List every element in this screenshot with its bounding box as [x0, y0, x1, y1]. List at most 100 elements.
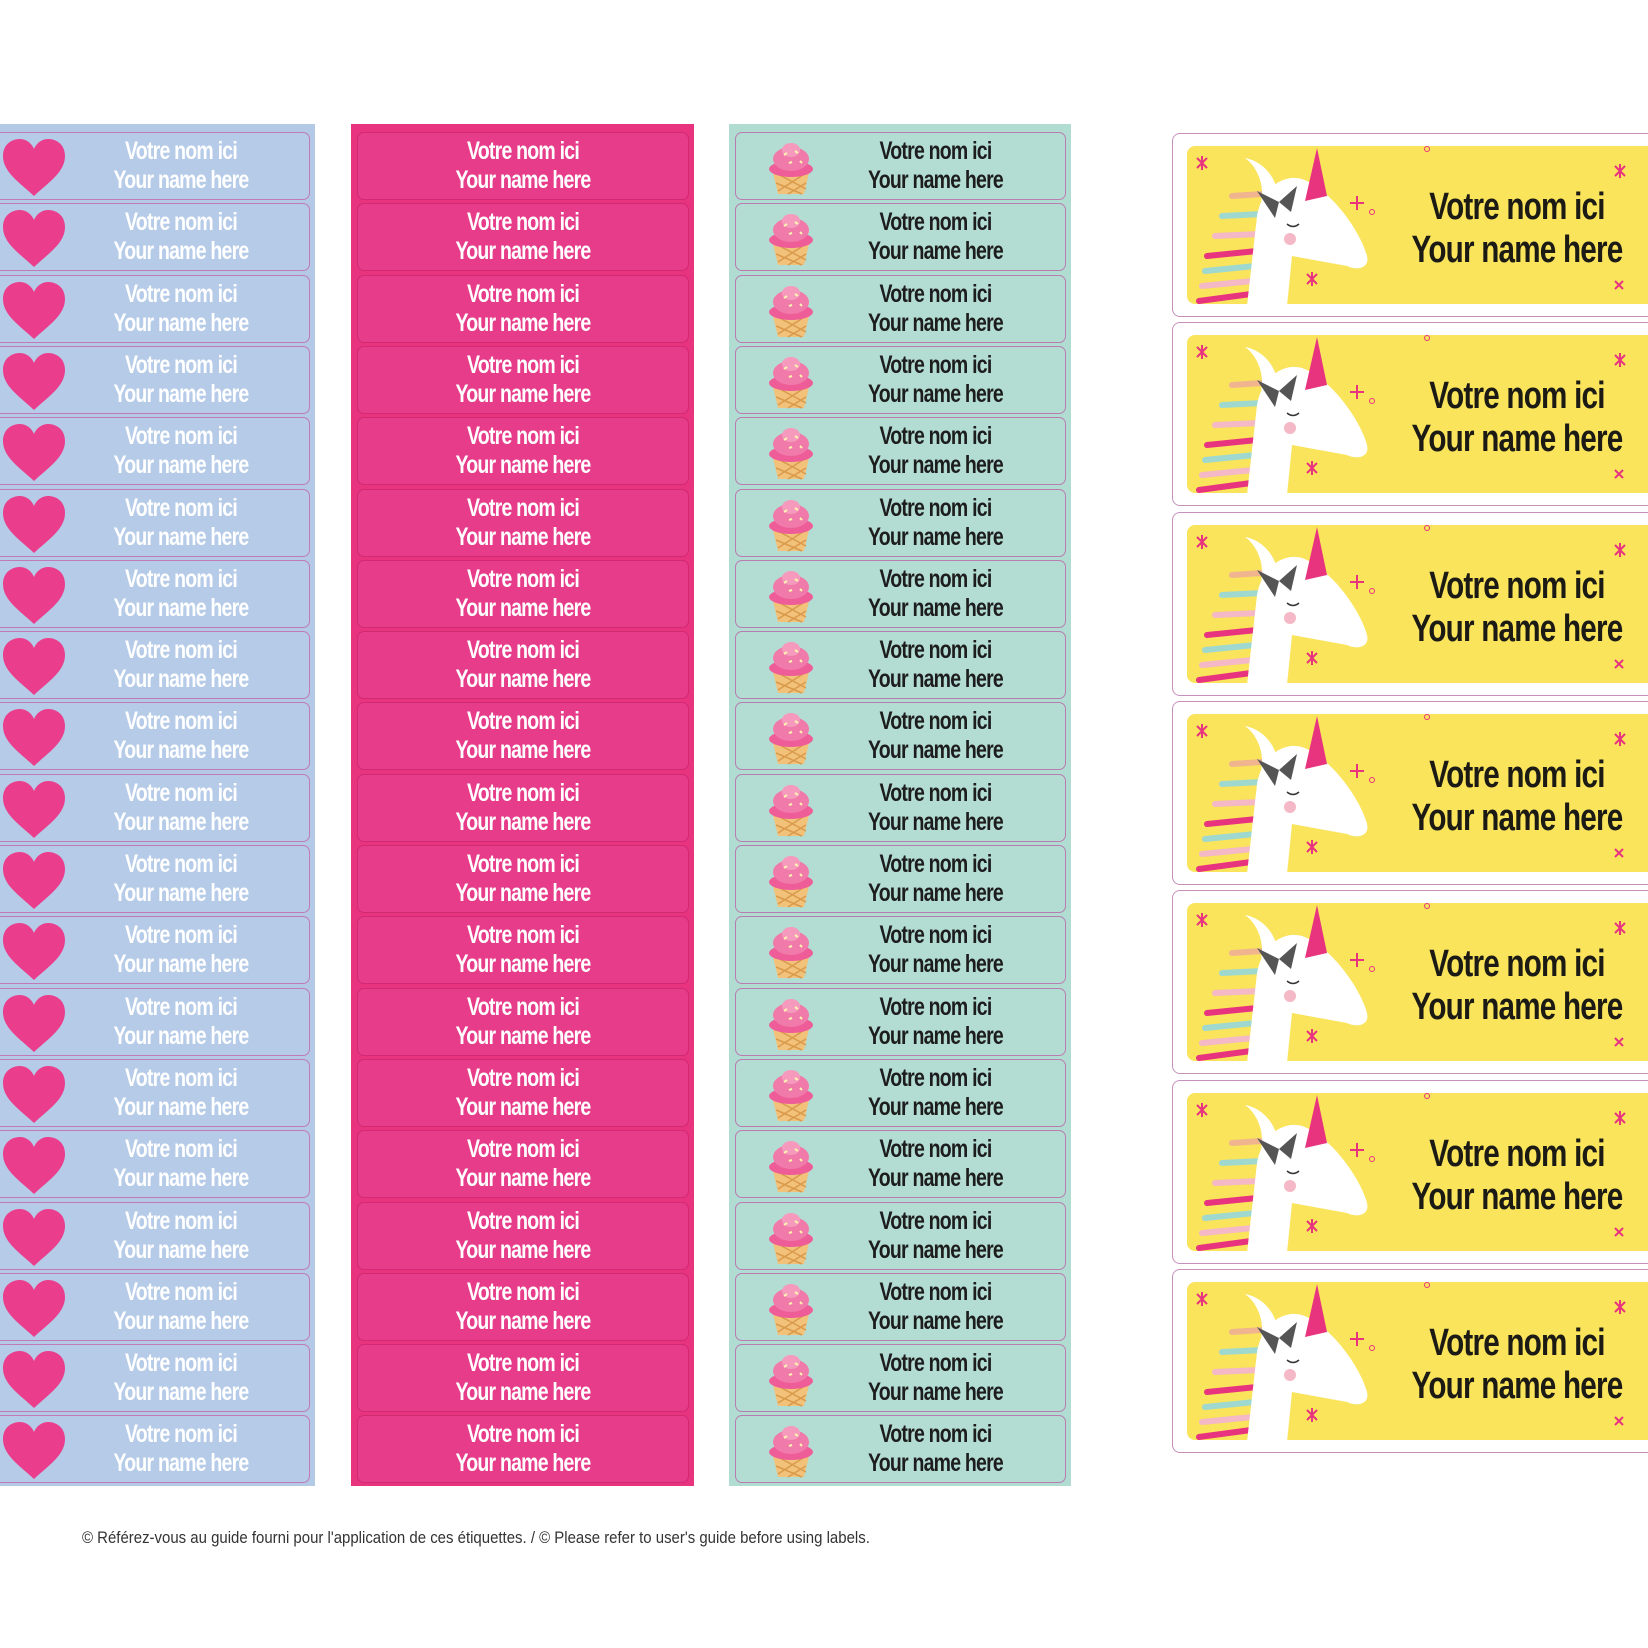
- name-label: Votre nom ici Your name here: [735, 916, 1066, 985]
- label-line-en: Your name here: [455, 736, 591, 765]
- label-line-fr: Votre nom ici: [879, 208, 993, 237]
- unicorn-name-label: Votre nom ici Your name here: [1172, 133, 1648, 317]
- unicorn-name-label: Votre nom ici Your name here: [1172, 1079, 1648, 1264]
- label-line-fr: Votre nom ici: [125, 992, 238, 1021]
- name-label: Votre nom ici Your name here: [735, 274, 1066, 343]
- label-text: Votre nom ici Your name here: [1384, 565, 1648, 651]
- label-line-fr: Votre nom ici: [125, 1349, 238, 1378]
- name-label: Votre nom ici Your name here: [0, 773, 310, 842]
- label-line-en: Your name here: [113, 665, 249, 694]
- label-line-fr: Votre nom ici: [125, 1206, 238, 1235]
- label-text: Votre nom ici Your name here: [81, 707, 281, 765]
- name-label: Votre nom ici Your name here: [357, 773, 689, 842]
- cupcake-icon: [762, 496, 820, 554]
- label-line-en: Your name here: [867, 1092, 1004, 1121]
- name-label: Votre nom ici Your name here: [0, 1058, 310, 1127]
- name-label: Votre nom ici Your name here: [0, 203, 310, 272]
- heart-icon: [1, 851, 67, 911]
- name-label: Votre nom ici Your name here: [357, 488, 689, 557]
- heart-icon: [1, 1208, 67, 1268]
- label-line-en: Your name here: [113, 1449, 249, 1478]
- label-text: Votre nom ici Your name here: [394, 565, 651, 623]
- label-line-en: Your name here: [867, 308, 1004, 337]
- cupcake-icon: [762, 781, 820, 839]
- name-label: Votre nom ici Your name here: [735, 488, 1066, 557]
- heart-icon: [1, 281, 67, 341]
- cupcake-icon: [762, 353, 820, 411]
- label-line-fr: Votre nom ici: [1429, 564, 1605, 607]
- label-text: Votre nom ici Your name here: [81, 993, 281, 1051]
- label-line-en: Your name here: [113, 451, 249, 480]
- label-text: Votre nom ici Your name here: [81, 1278, 281, 1336]
- label-text: Votre nom ici Your name here: [81, 1064, 281, 1122]
- label-line-fr: Votre nom ici: [125, 422, 238, 451]
- label-text: Votre nom ici Your name here: [394, 422, 651, 480]
- label-text: Votre nom ici Your name here: [81, 280, 281, 338]
- name-label: Votre nom ici Your name here: [735, 987, 1066, 1056]
- label-line-fr: Votre nom ici: [125, 1420, 238, 1449]
- label-text: Votre nom ici Your name here: [834, 1207, 1036, 1265]
- label-line-en: Your name here: [113, 1021, 249, 1050]
- name-label: Votre nom ici Your name here: [0, 559, 310, 628]
- heart-icon: [1, 1421, 67, 1481]
- label-line-fr: Votre nom ici: [879, 1206, 993, 1235]
- label-text: Votre nom ici Your name here: [394, 993, 651, 1051]
- label-line-en: Your name here: [113, 879, 249, 907]
- label-line-fr: Votre nom ici: [467, 1349, 580, 1378]
- name-label: Votre nom ici Your name here: [357, 1058, 689, 1127]
- label-line-fr: Votre nom ici: [467, 422, 580, 451]
- heart-icon: [1, 1350, 67, 1410]
- label-line-fr: Votre nom ici: [879, 564, 993, 593]
- label-line-fr: Votre nom ici: [879, 850, 993, 878]
- name-label: Votre nom ici Your name here: [357, 274, 689, 343]
- name-label: Votre nom ici Your name here: [357, 345, 689, 414]
- label-line-fr: Votre nom ici: [467, 921, 580, 950]
- cupcake-icon: [762, 424, 820, 482]
- label-line-fr: Votre nom ici: [467, 850, 580, 878]
- label-line-fr: Votre nom ici: [125, 1063, 238, 1092]
- cupcake-icon: [762, 852, 820, 910]
- label-line-en: Your name here: [455, 237, 591, 266]
- name-label: Votre nom ici Your name here: [357, 417, 689, 486]
- label-line-en: Your name here: [113, 1235, 249, 1264]
- label-line-en: Your name here: [1411, 229, 1624, 271]
- label-text: Votre nom ici Your name here: [834, 1420, 1036, 1478]
- label-line-fr: Votre nom ici: [467, 636, 580, 665]
- cupcake-icon: [762, 1351, 820, 1409]
- label-line-en: Your name here: [867, 879, 1004, 907]
- cupcake-icon: [762, 567, 820, 625]
- label-text: Votre nom ici Your name here: [81, 137, 281, 195]
- label-text: Votre nom ici Your name here: [81, 779, 281, 837]
- heart-icon: [1, 1065, 67, 1125]
- label-line-en: Your name here: [455, 166, 591, 194]
- label-line-fr: Votre nom ici: [125, 850, 238, 878]
- heart-icon: [1, 1136, 67, 1196]
- label-line-en: Your name here: [867, 1021, 1004, 1050]
- label-line-fr: Votre nom ici: [879, 1135, 993, 1164]
- label-line-en: Your name here: [867, 736, 1004, 765]
- name-label: Votre nom ici Your name here: [0, 345, 310, 414]
- heart-icon: [1, 708, 67, 768]
- label-text: Votre nom ici Your name here: [394, 351, 651, 409]
- label-line-en: Your name here: [455, 665, 591, 694]
- cupcake-icon: [762, 139, 820, 197]
- label-line-fr: Votre nom ici: [1429, 753, 1605, 796]
- label-line-en: Your name here: [455, 379, 591, 408]
- label-line-fr: Votre nom ici: [125, 208, 238, 237]
- name-label: Votre nom ici Your name here: [735, 845, 1066, 913]
- label-sheet-hearts: Votre nom ici Your name here Votre nom ici…: [0, 124, 315, 1486]
- name-label: Votre nom ici Your name here: [0, 1272, 310, 1341]
- label-text: Votre nom ici Your name here: [394, 494, 651, 552]
- heart-icon: [1, 1279, 67, 1339]
- label-text: Votre nom ici Your name here: [394, 1420, 651, 1478]
- label-line-fr: Votre nom ici: [1429, 375, 1605, 418]
- label-line-en: Your name here: [113, 950, 249, 979]
- label-line-fr: Votre nom ici: [467, 992, 580, 1021]
- label-line-fr: Votre nom ici: [467, 350, 580, 379]
- cupcake-icon: [762, 995, 820, 1053]
- label-text: Votre nom ici Your name here: [834, 636, 1036, 694]
- label-line-fr: Votre nom ici: [467, 707, 580, 736]
- label-line-en: Your name here: [867, 950, 1004, 979]
- label-line-en: Your name here: [867, 593, 1004, 622]
- label-line-en: Your name here: [455, 1092, 591, 1121]
